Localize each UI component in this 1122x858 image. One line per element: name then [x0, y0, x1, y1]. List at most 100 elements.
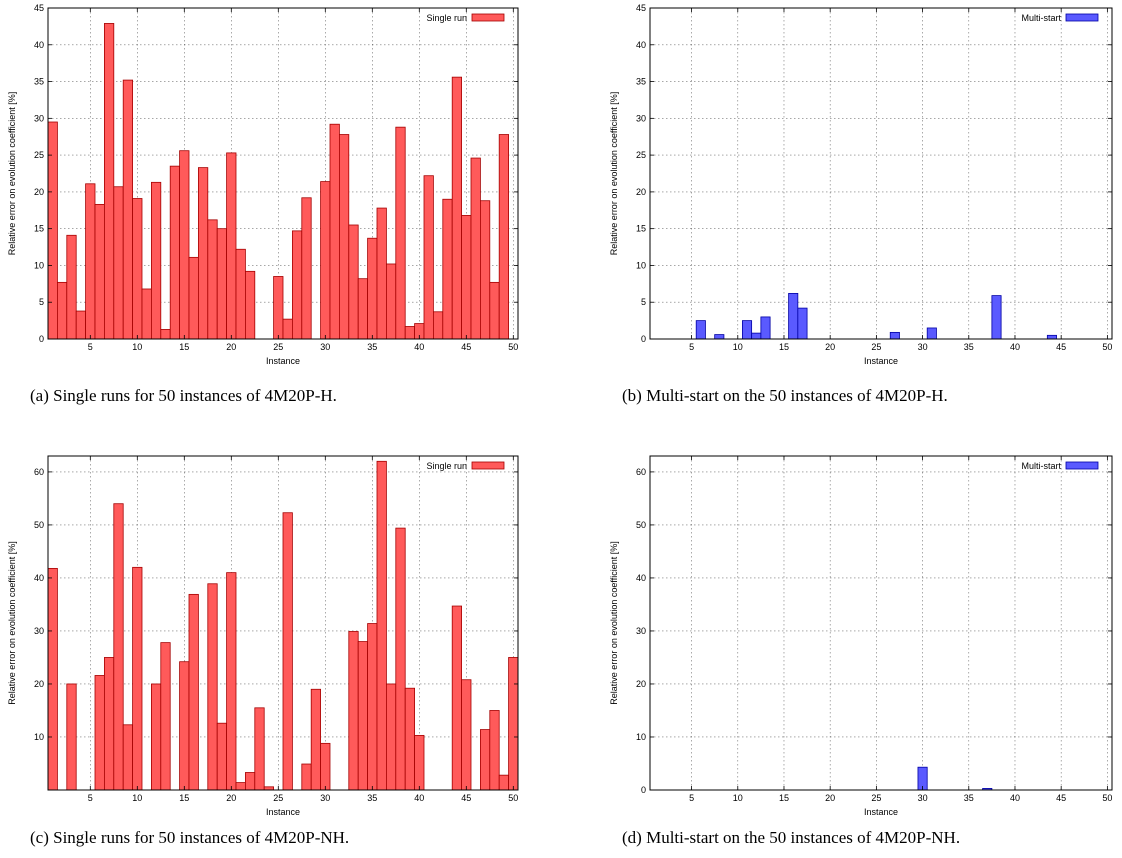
bar — [395, 527, 406, 791]
x-tick-label: 5 — [88, 793, 93, 803]
y-tick-label: 40 — [34, 40, 44, 50]
bar — [244, 270, 256, 340]
chart-panel-c: 5 10 15 20 25 30 35 40 45 50 10 20 30 40 50 60 Instance R… — [0, 450, 530, 825]
x-tick-label: 45 — [1056, 342, 1066, 352]
y-tick-label: 40 — [34, 573, 44, 583]
bar — [66, 683, 77, 791]
y-axis-label: Relative error on evolution coefficient … — [7, 541, 17, 704]
bar — [751, 332, 762, 340]
bar — [122, 724, 133, 791]
bar — [188, 256, 199, 340]
bar — [714, 334, 725, 340]
y-tick-label: 10 — [34, 732, 44, 742]
bar — [188, 593, 199, 791]
x-tick-label: 25 — [273, 793, 283, 803]
y-tick-label: 20 — [636, 187, 646, 197]
bar — [451, 605, 463, 791]
bar — [282, 318, 293, 340]
chart-svg-c: 5 10 15 20 25 30 35 40 45 50 10 20 30 40 50 60 Instance R… — [7, 455, 519, 817]
y-tick-label: 20 — [34, 187, 44, 197]
bar — [432, 311, 444, 340]
x-tick-label: 10 — [733, 342, 743, 352]
x-tick-label: 40 — [414, 342, 424, 352]
bar — [788, 292, 799, 340]
bar — [451, 76, 463, 340]
y-tick-label: 40 — [636, 573, 646, 583]
x-tick-label: 40 — [414, 793, 424, 803]
plot-frame — [47, 455, 519, 791]
x-tick-label: 30 — [320, 793, 330, 803]
bar — [404, 326, 416, 340]
y-tick-label: 40 — [636, 40, 646, 50]
y-tick-label: 30 — [636, 113, 646, 123]
y-tick-label: 0 — [641, 334, 646, 344]
caption-a: (a) Single runs for 50 instances of 4M20… — [30, 386, 337, 405]
chart-svg-a: 5 10 15 20 25 30 35 40 45 50 0 5 10 15 20 25 30 35 40 45 Ins… — [7, 3, 519, 366]
bar — [273, 276, 284, 340]
bar — [141, 288, 152, 340]
x-tick-label: 40 — [1010, 342, 1020, 352]
bar — [150, 683, 162, 791]
legend-swatch — [1065, 13, 1099, 22]
bar — [160, 329, 171, 340]
bar — [442, 198, 453, 340]
y-tick-label: 10 — [636, 732, 646, 742]
bar — [291, 230, 303, 340]
x-axis-label: Instance — [864, 807, 898, 817]
bar — [235, 782, 246, 791]
x-tick-label: 15 — [179, 793, 189, 803]
chart-svg-b: 5 10 15 20 25 30 35 40 45 50 0 5 10 15 20 25 30 35 40 45 Ins… — [609, 3, 1113, 366]
bar — [479, 200, 491, 340]
legend-label: Multi-start — [1021, 13, 1061, 23]
x-tick-label: 15 — [179, 342, 189, 352]
y-tick-label: 60 — [636, 467, 646, 477]
caption-d: (d) Multi-start on the 50 instances of 4… — [622, 828, 961, 847]
bar — [348, 224, 359, 340]
bar — [461, 215, 472, 340]
bar — [926, 327, 937, 340]
x-tick-label: 45 — [461, 793, 471, 803]
bar — [179, 661, 190, 791]
bar — [113, 503, 124, 791]
bar — [760, 316, 771, 340]
x-tick-label: 30 — [320, 342, 330, 352]
bar — [235, 248, 246, 340]
y-tick-label: 25 — [34, 150, 44, 160]
bar — [207, 219, 218, 340]
bar — [169, 165, 180, 340]
bar — [395, 126, 406, 340]
x-tick-label: 50 — [1102, 793, 1112, 803]
bar — [47, 567, 58, 791]
y-tick-label: 10 — [636, 260, 646, 270]
bar — [508, 657, 519, 791]
bar — [94, 675, 105, 791]
x-tick-label: 35 — [964, 342, 974, 352]
y-tick-label: 15 — [636, 224, 646, 234]
y-tick-label: 20 — [636, 679, 646, 689]
legend-swatch — [471, 461, 505, 470]
y-tick-label: 35 — [34, 77, 44, 87]
y-tick-label: 60 — [34, 467, 44, 477]
x-tick-label: 5 — [88, 342, 93, 352]
bar — [741, 320, 753, 340]
y-axis-label: Relative error on evolution coefficient … — [7, 92, 17, 255]
x-tick-label: 45 — [1056, 793, 1066, 803]
y-tick-label: 35 — [636, 77, 646, 87]
bar — [66, 234, 77, 340]
bar — [479, 729, 491, 791]
x-tick-label: 20 — [825, 793, 835, 803]
bar — [320, 742, 331, 791]
bar — [329, 123, 340, 340]
y-tick-label: 30 — [34, 113, 44, 123]
bar — [489, 281, 500, 340]
bar — [57, 281, 68, 340]
legend-label: Single run — [426, 461, 467, 471]
plot-frame — [47, 7, 519, 340]
plot-frame — [649, 7, 1113, 340]
x-tick-label: 45 — [461, 342, 471, 352]
y-tick-label: 5 — [641, 297, 646, 307]
x-axis-label: Instance — [266, 356, 300, 366]
bar — [226, 152, 237, 340]
y-tick-label: 30 — [636, 626, 646, 636]
bar — [301, 197, 312, 340]
